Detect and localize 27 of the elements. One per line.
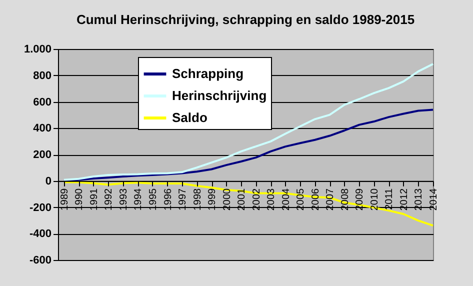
x-tick-label: 2001 [236,188,248,211]
y-tick-label: 600 [33,96,52,108]
x-tick-label: 2014 [428,188,440,211]
x-tick-label: 2008 [340,188,351,211]
x-tick-label: 2005 [296,188,307,211]
y-tick-label: 0 [45,175,52,188]
x-tick-label: 2010 [369,188,380,211]
y-tick-label: -400 [29,228,52,240]
y-tick-label: 1.000 [24,44,52,56]
legend-label: Schrapping [172,66,244,81]
line-series [62,63,434,181]
chart-title: Cumul Herinschrijving, schrapping en saldo 1989-2015 [76,12,415,27]
y-tick-label: 200 [33,149,52,161]
y-tick-label: 800 [33,70,52,82]
x-tick-label: 2000 [222,188,233,211]
x-tick-label: 2007 [325,188,336,211]
x-tick-label: 2006 [310,188,322,211]
legend-label: Herinschrijving [172,88,267,103]
x-tick-label: 2009 [354,188,366,211]
line-series [62,108,434,182]
y-tick-label: -600 [29,254,52,266]
x-tick-label: 2002 [251,188,262,211]
x-tick-label: 2003 [266,188,278,211]
x-tick-label: 2004 [280,188,292,211]
y-tick-label: 400 [33,122,52,135]
legend-label: Saldo [172,110,208,125]
y-tick-label: -200 [29,202,52,214]
